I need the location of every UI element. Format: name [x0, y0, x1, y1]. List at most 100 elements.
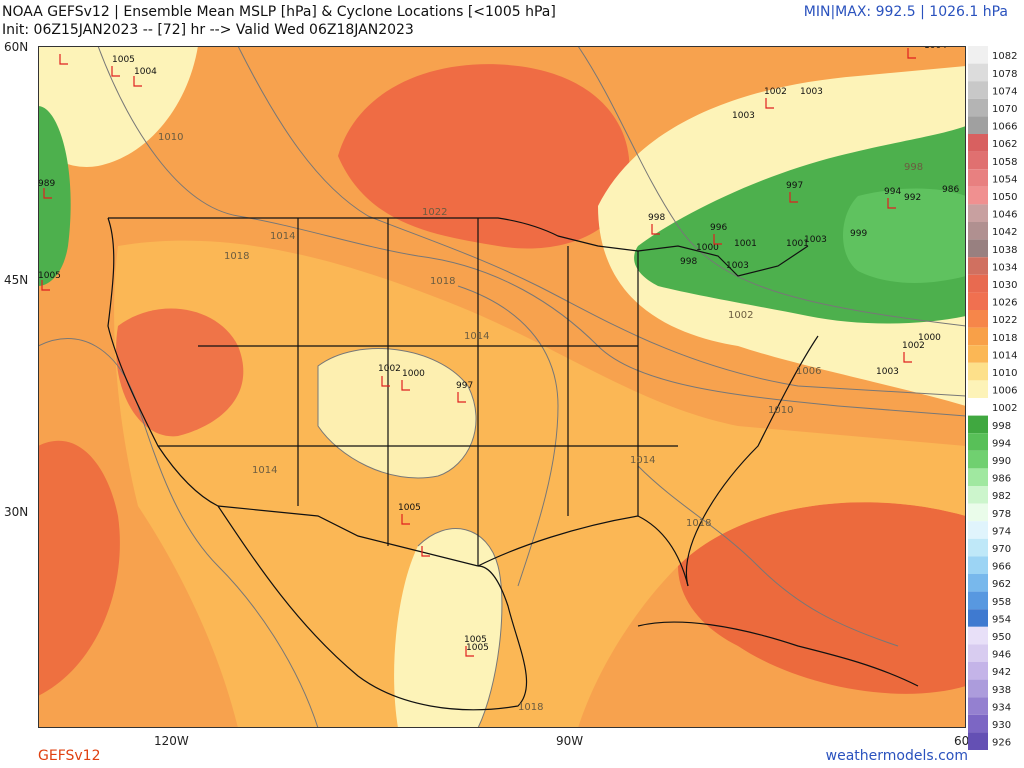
lat-label-60n: 60N — [4, 40, 29, 54]
boundaries — [107, 217, 919, 711]
cyclone-label: 986 — [942, 185, 959, 195]
atlantic-high-region — [678, 502, 966, 694]
cyclone-marker — [111, 66, 120, 77]
colorbar-tick-label: 982 — [992, 491, 1011, 502]
cyclone-label: 1002 — [378, 364, 401, 374]
colorbar-tick-label: 1046 — [992, 210, 1017, 221]
colorbar-swatch — [968, 591, 988, 610]
colorbar-tick-label: 1058 — [992, 157, 1017, 168]
isobar — [38, 338, 319, 728]
lat-label-30n: 30N — [4, 505, 29, 519]
northwest-low-cream — [38, 46, 198, 167]
min-max-readout: MIN|MAX: 992.5 | 1026.1 hPa — [803, 4, 1008, 20]
contour-label: 1014 — [270, 231, 295, 242]
colorbar-tick-label: 974 — [992, 526, 1011, 537]
cyclone-marker — [421, 546, 430, 557]
chart-title: NOAA GEFSv12 | Ensemble Mean MSLP [hPa] … — [2, 4, 556, 20]
colorbar-tick-label: 1014 — [992, 350, 1017, 361]
isobar — [417, 528, 503, 728]
colorbar-swatch — [968, 398, 988, 416]
cyclone-marker — [41, 280, 50, 291]
colorbar-tick-label: 1082 — [992, 51, 1017, 62]
isobar — [97, 46, 966, 417]
colorbar-tick-label: 978 — [992, 509, 1011, 520]
colorbar-tick-label: 1002 — [992, 403, 1017, 414]
cyclone-marker — [465, 646, 474, 657]
colorbar-swatch — [968, 450, 988, 469]
colorbar-swatch — [968, 63, 988, 82]
cyclone-label: 1004 — [134, 67, 157, 77]
colorbar-swatch — [968, 292, 988, 310]
cyclone-label: 1001 — [734, 239, 757, 249]
cyclone-label: 1002 — [902, 341, 925, 351]
cyclone-label: 997 — [786, 181, 803, 191]
isobar — [457, 285, 559, 587]
colorbar-tick-label: 950 — [992, 632, 1011, 643]
colorbar-swatch — [968, 204, 988, 222]
mslp-map: 1010 1014 1018 1022 1018 1014 1010 1006 … — [38, 46, 966, 728]
cyclone-marker — [133, 76, 142, 87]
colorbar-tick-label: 1066 — [992, 122, 1017, 133]
colorbar-swatch — [968, 151, 988, 170]
mexico-coast — [217, 505, 528, 711]
us-canada-border — [108, 217, 809, 277]
colorbar-tick-label: 1022 — [992, 315, 1017, 326]
colorbar-swatch — [968, 574, 988, 592]
colorbar-tick-label: 1050 — [992, 192, 1017, 203]
colorbar-tick-label: 986 — [992, 474, 1011, 485]
site-label: weathermodels.com — [825, 748, 968, 764]
colorbar-swatch — [968, 222, 988, 240]
east-low-core — [843, 188, 966, 283]
cyclone-marker — [765, 98, 774, 109]
colorbar-tick-label: 966 — [992, 562, 1011, 573]
model-label: GEFSv12 — [38, 748, 101, 764]
colorbar-swatch — [968, 609, 988, 627]
isobar — [637, 465, 899, 647]
isobar — [317, 348, 477, 479]
colorbar-swatch — [968, 239, 988, 258]
colorbar-tick-label: 1026 — [992, 298, 1017, 309]
cyclone-label: 1004 — [924, 46, 947, 51]
colorbar-swatch — [968, 732, 988, 750]
cyclone-label: 998 — [648, 213, 665, 223]
contour-label: 998 — [904, 162, 923, 173]
us-west-coast — [107, 217, 219, 507]
colorbar-swatch — [968, 626, 988, 645]
lon-label-120w: 120W — [154, 734, 189, 748]
cyclone-label: 1005 — [398, 503, 421, 513]
colorbar-tick-label: 1018 — [992, 333, 1017, 344]
cyclone-label: 1005 — [464, 635, 487, 645]
colorbar-swatch — [968, 116, 988, 134]
cyclone-label: 1005 — [112, 55, 135, 65]
cyclone-label: 1002 — [764, 87, 787, 97]
colorbar-swatch — [968, 46, 988, 64]
colorbar-swatch — [968, 503, 988, 522]
cyclone-marker — [903, 352, 912, 363]
colorbar-swatch — [968, 169, 988, 187]
colorbar-tick-label: 962 — [992, 579, 1011, 590]
colorbar-swatch — [968, 310, 988, 328]
colorbar-swatch — [968, 134, 988, 152]
colorbar-tick-label: 994 — [992, 438, 1011, 449]
colorbar-swatch — [968, 468, 988, 486]
contour-label: 1018 — [686, 518, 711, 529]
cyclone-label: 994 — [884, 187, 901, 197]
cyclone-label: 1005 — [38, 271, 61, 281]
contour-label: 1018 — [224, 251, 249, 262]
cyclone-label: 989 — [38, 179, 55, 189]
cyclone-label: 1000 — [696, 243, 719, 253]
cyclone-label: 1005 — [466, 643, 489, 653]
canadian-high-region — [338, 64, 630, 249]
colorbar-swatch — [968, 714, 988, 733]
isobar — [577, 46, 966, 327]
colorbar-swatch — [968, 662, 988, 680]
contour-label: 1018 — [430, 276, 455, 287]
colorbar-tick-label: 942 — [992, 667, 1011, 678]
colorbar-tick-label: 1006 — [992, 386, 1017, 397]
colorbar-tick-label: 990 — [992, 456, 1011, 467]
colorbar-swatch — [968, 362, 988, 381]
colorbar-tick-label: 958 — [992, 597, 1011, 608]
cyclone-label: 1003 — [800, 87, 823, 97]
cyclone-marker — [457, 392, 466, 403]
colorbar-tick-label: 998 — [992, 421, 1011, 432]
